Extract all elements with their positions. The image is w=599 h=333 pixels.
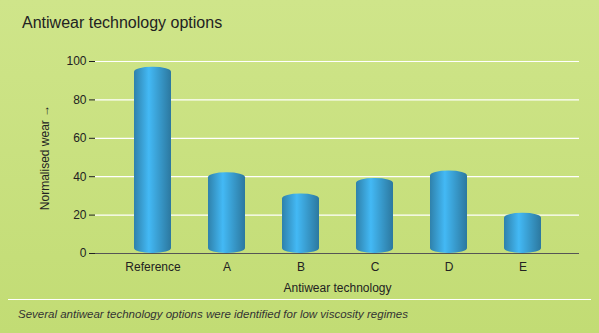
svg-text:Antiwear technology: Antiwear technology xyxy=(283,281,391,295)
svg-text:60: 60 xyxy=(73,131,87,145)
svg-text:B: B xyxy=(297,260,305,274)
svg-text:D: D xyxy=(445,260,454,274)
svg-text:C: C xyxy=(371,260,380,274)
svg-text:0: 0 xyxy=(80,246,87,260)
svg-text:A: A xyxy=(223,260,231,274)
svg-text:20: 20 xyxy=(73,208,87,222)
html-text:Several antiwear technology op: Several antiwear technology options were… xyxy=(18,308,408,320)
svg-text:80: 80 xyxy=(73,93,87,107)
svg-text:40: 40 xyxy=(73,170,87,184)
svg-text:Normalised wear →: Normalised wear → xyxy=(38,105,52,210)
svg-text:Reference: Reference xyxy=(125,260,181,274)
svg-text:100: 100 xyxy=(66,54,86,68)
html-text:Antiwear technology options: Antiwear technology options xyxy=(22,14,223,31)
svg-text:E: E xyxy=(519,260,527,274)
